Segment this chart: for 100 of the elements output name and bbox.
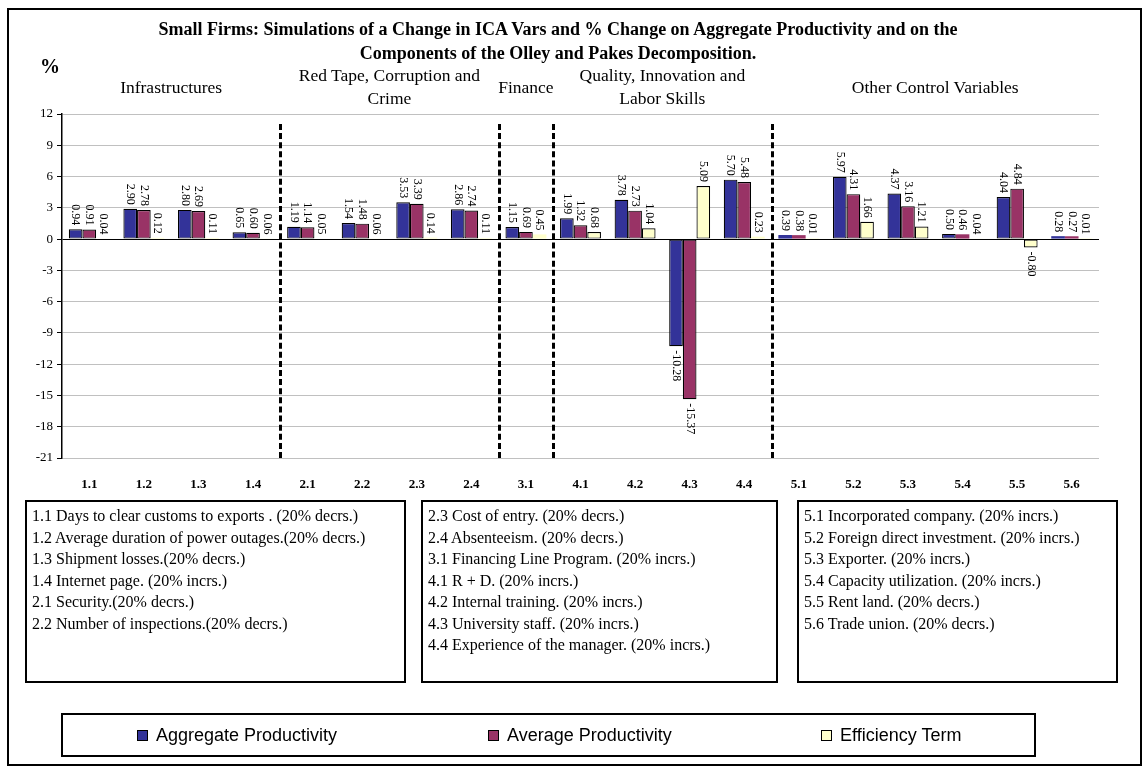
data-label: 4.37 xyxy=(888,168,903,190)
x-tick-label: 4.2 xyxy=(626,476,644,492)
y-tick-label: -6 xyxy=(42,293,54,309)
data-label: 0.39 xyxy=(779,210,794,232)
data-label: 0.50 xyxy=(942,208,957,230)
text: Red Tape, Corruption and Crime xyxy=(297,64,482,110)
data-label: 0.01 xyxy=(806,213,821,235)
x-tick-label: 1.3 xyxy=(190,476,208,492)
data-label: 0.68 xyxy=(587,207,602,228)
chart-title: Small Firms: Simulations of a Change in ICA Vars and % Change on Aggregate Productivity and on the Components of the Olley and Pakes Decomposition. xyxy=(157,18,959,65)
y-tick-label: -15 xyxy=(35,386,53,402)
x-tick-label: 5.4 xyxy=(954,476,972,492)
data-label: 2.73 xyxy=(628,185,643,207)
x-tick-label: 3.1 xyxy=(517,476,535,492)
data-label: 1.21 xyxy=(915,201,930,223)
x-tick-label: 2.4 xyxy=(463,476,480,492)
data-label: 3.53 xyxy=(396,177,411,199)
data-label: 2.86 xyxy=(451,184,466,206)
x-tick-label: 2.1 xyxy=(299,476,316,492)
x-tick-label: 5.6 xyxy=(1063,476,1081,492)
data-label: 4.84 xyxy=(1010,163,1025,185)
data-label: 3.16 xyxy=(901,181,916,203)
data-label: 5.48 xyxy=(738,156,753,178)
data-label: 2.74 xyxy=(465,185,480,207)
data-label: 1.99 xyxy=(560,193,575,215)
data-label: 2.69 xyxy=(192,186,207,208)
x-tick-label: 1.4 xyxy=(244,476,262,492)
y-tick-label: 0 xyxy=(46,230,53,246)
data-label: 1.32 xyxy=(574,200,589,222)
x-tick-label: 5.2 xyxy=(845,476,862,492)
x-tick-label: 4.3 xyxy=(681,476,699,492)
data-label: 2.80 xyxy=(178,184,193,206)
data-label: 0.91 xyxy=(83,204,98,226)
y-tick-label: -12 xyxy=(35,355,53,371)
data-label: 0.06 xyxy=(369,213,384,235)
y-tick-label: -3 xyxy=(42,261,53,277)
data-label: 0.60 xyxy=(246,207,261,229)
data-label: 0.38 xyxy=(792,210,807,232)
data-label: 0.06 xyxy=(260,213,275,235)
text: Quality, Innovation and Labor Skills xyxy=(578,64,747,110)
data-label: 0.11 xyxy=(478,213,493,234)
text: 5.1 Incorporated company. (20% incrs.) 5.2 Foreign direct investment. (20% incrs.) 5.3 Exporter. (20% incrs.) 5.4 Capacity utilization. (20% incrs.) 5.5 Rent land. (20% decrs.) 5.6 Trade union. (20% decrs.) xyxy=(804,506,1081,634)
text: Infrastructures xyxy=(120,75,223,99)
x-tick-label: 2.3 xyxy=(408,476,426,492)
data-label: 1.04 xyxy=(642,203,657,225)
data-label: 0.11 xyxy=(205,213,220,234)
data-label: 1.19 xyxy=(287,201,302,223)
x-tick-label: 5.3 xyxy=(899,476,917,492)
data-label: -15.37 xyxy=(683,403,698,435)
data-label: 5.70 xyxy=(724,154,739,176)
data-label: 0.04 xyxy=(96,213,111,235)
x-tick-label: 5.1 xyxy=(790,476,807,492)
data-label: 0.94 xyxy=(69,204,84,226)
data-label: 3.39 xyxy=(410,178,425,200)
data-label: 3.78 xyxy=(615,174,630,196)
data-label: 1.15 xyxy=(506,202,521,224)
data-label: 4.04 xyxy=(997,171,1012,193)
data-label: 0.45 xyxy=(533,209,548,231)
bar xyxy=(532,234,547,239)
text: 1.1 Days to clear customs to exports . (20% decrs.) 1.2 Average duration of power outages.(20% decrs.) 1.3 Shipment losses.(20% decrs.) 1.4 Internet page. (20% incrs.) 2.1 Security.(20% decrs.) 2.2 Number of inspections.(20% decrs.) xyxy=(32,506,367,634)
x-tick-label: 5.5 xyxy=(1009,476,1026,492)
data-label: 0.23 xyxy=(751,211,766,233)
bar xyxy=(778,235,792,239)
data-label: 4.31 xyxy=(847,169,862,191)
data-label: 1.14 xyxy=(301,202,316,224)
data-label: 1.48 xyxy=(356,198,371,220)
data-label: 0.69 xyxy=(519,206,534,228)
y-axis-title: % xyxy=(40,55,60,78)
y-tick-label: 3 xyxy=(46,199,53,215)
data-label: 0.14 xyxy=(424,212,439,234)
text: Other Control Variables xyxy=(851,75,1019,99)
data-label: 0.65 xyxy=(233,207,248,229)
data-label: 0.46 xyxy=(956,209,971,231)
data-label: 1.66 xyxy=(860,196,875,218)
y-tick-label: 9 xyxy=(46,136,53,152)
data-label: 0.05 xyxy=(315,213,330,235)
text: Finance xyxy=(498,75,554,99)
data-label: -10.28 xyxy=(669,350,684,382)
data-label: 2.90 xyxy=(124,183,139,205)
data-label: 0.28 xyxy=(1051,211,1066,233)
bar xyxy=(1051,236,1065,239)
x-tick-label: 2.2 xyxy=(354,476,371,492)
data-label: 5.09 xyxy=(697,161,712,183)
data-label: 2.78 xyxy=(137,185,152,207)
data-label: 0.04 xyxy=(970,213,985,235)
data-label: 5.97 xyxy=(833,151,848,173)
x-tick-label: 1.2 xyxy=(135,476,152,492)
y-tick-label: 12 xyxy=(40,105,53,121)
y-tick-label: 6 xyxy=(46,167,54,183)
data-label: 0.12 xyxy=(151,212,166,234)
y-tick-label: -18 xyxy=(35,418,53,434)
x-tick-label: 4.1 xyxy=(572,476,589,492)
data-label: 1.54 xyxy=(342,198,357,220)
data-label: -0.80 xyxy=(1024,251,1039,277)
data-label: 0.01 xyxy=(1079,213,1094,235)
legend-label: Average Productivity xyxy=(507,724,672,746)
x-tick-label: 1.1 xyxy=(81,476,98,492)
data-label: 0.27 xyxy=(1065,211,1080,233)
text: 2.3 Cost of entry. (20% decrs.) 2.4 Absenteeism. (20% decrs.) 3.1 Financing Line Program. (20% incrs.) 4.1 R + D. (20% incrs.) 4.2 Internal training. (20% incrs.) 4.3 University staff. (20% incrs.) 4.4 Experience of the manager. (20% incrs.) xyxy=(428,506,712,656)
y-tick-label: -9 xyxy=(42,324,53,340)
